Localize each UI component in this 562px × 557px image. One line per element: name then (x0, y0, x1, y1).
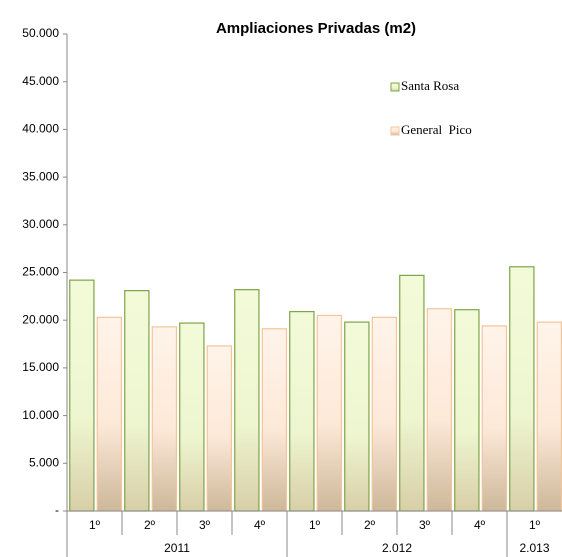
bar (536, 321, 562, 512)
x-tick-label: 4º (254, 518, 266, 532)
x-tick-label: 3º (199, 518, 211, 532)
group-label: 2.012 (382, 541, 412, 555)
bar (399, 274, 425, 512)
bar (179, 322, 205, 512)
y-tick-label: 5.000 (29, 455, 59, 469)
x-tick-label: 1º (309, 518, 321, 532)
x-tick-label: 1º (529, 518, 541, 532)
y-tick-label: 10.000 (22, 408, 59, 422)
chart-title: Ampliaciones Privadas (m2) (216, 20, 416, 37)
y-tick-label: 25.000 (22, 265, 59, 279)
legend-swatch (390, 126, 400, 136)
x-tick-label: 2º (364, 518, 376, 532)
bar (96, 316, 123, 512)
bar (69, 279, 95, 512)
y-tick-label: 30.000 (22, 217, 59, 231)
y-tick-label: 15.000 (22, 360, 59, 374)
bar (509, 266, 535, 512)
bar (206, 345, 233, 512)
y-tick-label: 35.000 (22, 169, 59, 183)
bar (454, 309, 480, 512)
legend-label: General Pico (401, 122, 472, 137)
y-tick-label: - (55, 503, 59, 517)
bar (261, 328, 288, 512)
legend-label: Santa Rosa (401, 78, 459, 93)
bar (124, 290, 150, 512)
y-tick-label: 45.000 (22, 74, 59, 88)
bar (151, 326, 178, 512)
bar (426, 308, 453, 512)
bar (234, 289, 260, 512)
bar (344, 321, 370, 512)
group-label: 2.013 (519, 541, 549, 555)
x-tick-label: 1º (89, 518, 101, 532)
y-tick-label: 20.000 (22, 312, 59, 326)
y-tick-label: 50.000 (22, 26, 59, 40)
legend-swatch (390, 82, 400, 92)
bar (316, 314, 343, 512)
y-tick-label: 40.000 (22, 122, 59, 136)
group-label: 2011 (164, 541, 190, 555)
x-tick-label: 4º (474, 518, 486, 532)
x-tick-label: 3º (419, 518, 431, 532)
bar (371, 316, 398, 512)
bar (481, 325, 508, 512)
bar (289, 311, 315, 512)
x-tick-label: 2º (144, 518, 156, 532)
